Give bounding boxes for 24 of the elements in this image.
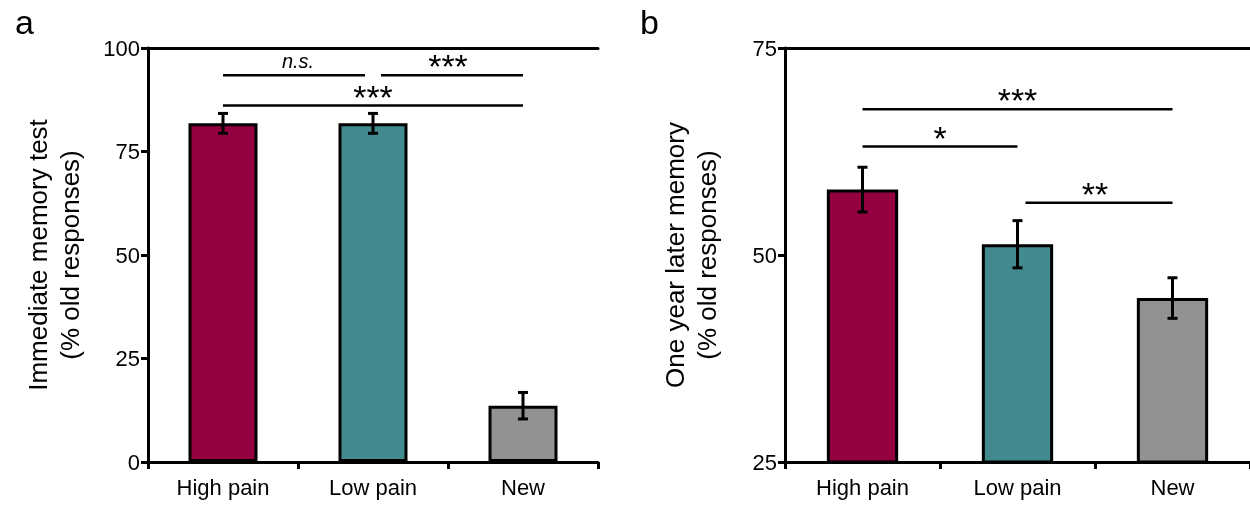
- y-axis-title: One year later memory (% old responses): [660, 122, 722, 388]
- y-tick-label: 100: [103, 35, 140, 61]
- y-tick-label: 25: [752, 449, 777, 475]
- y-tick-label: 0: [127, 449, 140, 475]
- y-tick-label: 75: [115, 139, 140, 164]
- annotation: ***: [997, 81, 1038, 120]
- y-tick-label: 50: [115, 242, 140, 268]
- y-tick-label: 25: [115, 346, 140, 371]
- annotation: **: [1081, 174, 1109, 213]
- y-tick-label: 50: [752, 242, 777, 268]
- annotation: ***: [428, 47, 468, 86]
- x-tick-label: Low pain: [973, 474, 1062, 500]
- x-tick-label: New: [500, 474, 546, 500]
- x-tick-label: High pain: [176, 474, 270, 500]
- annotation: *: [933, 118, 947, 157]
- annotation: n.s.: [281, 50, 315, 73]
- chart-title: b: [640, 3, 659, 41]
- chart-title: a: [15, 3, 34, 41]
- y-axis-title: Immediate memory test (% old responses): [23, 118, 85, 391]
- x-tick-label: New: [1150, 474, 1195, 500]
- y-tick-label: 75: [752, 35, 777, 61]
- annotation: ***: [353, 77, 393, 116]
- x-tick-label: High pain: [816, 474, 909, 500]
- x-tick-label: Low pain: [328, 474, 418, 500]
